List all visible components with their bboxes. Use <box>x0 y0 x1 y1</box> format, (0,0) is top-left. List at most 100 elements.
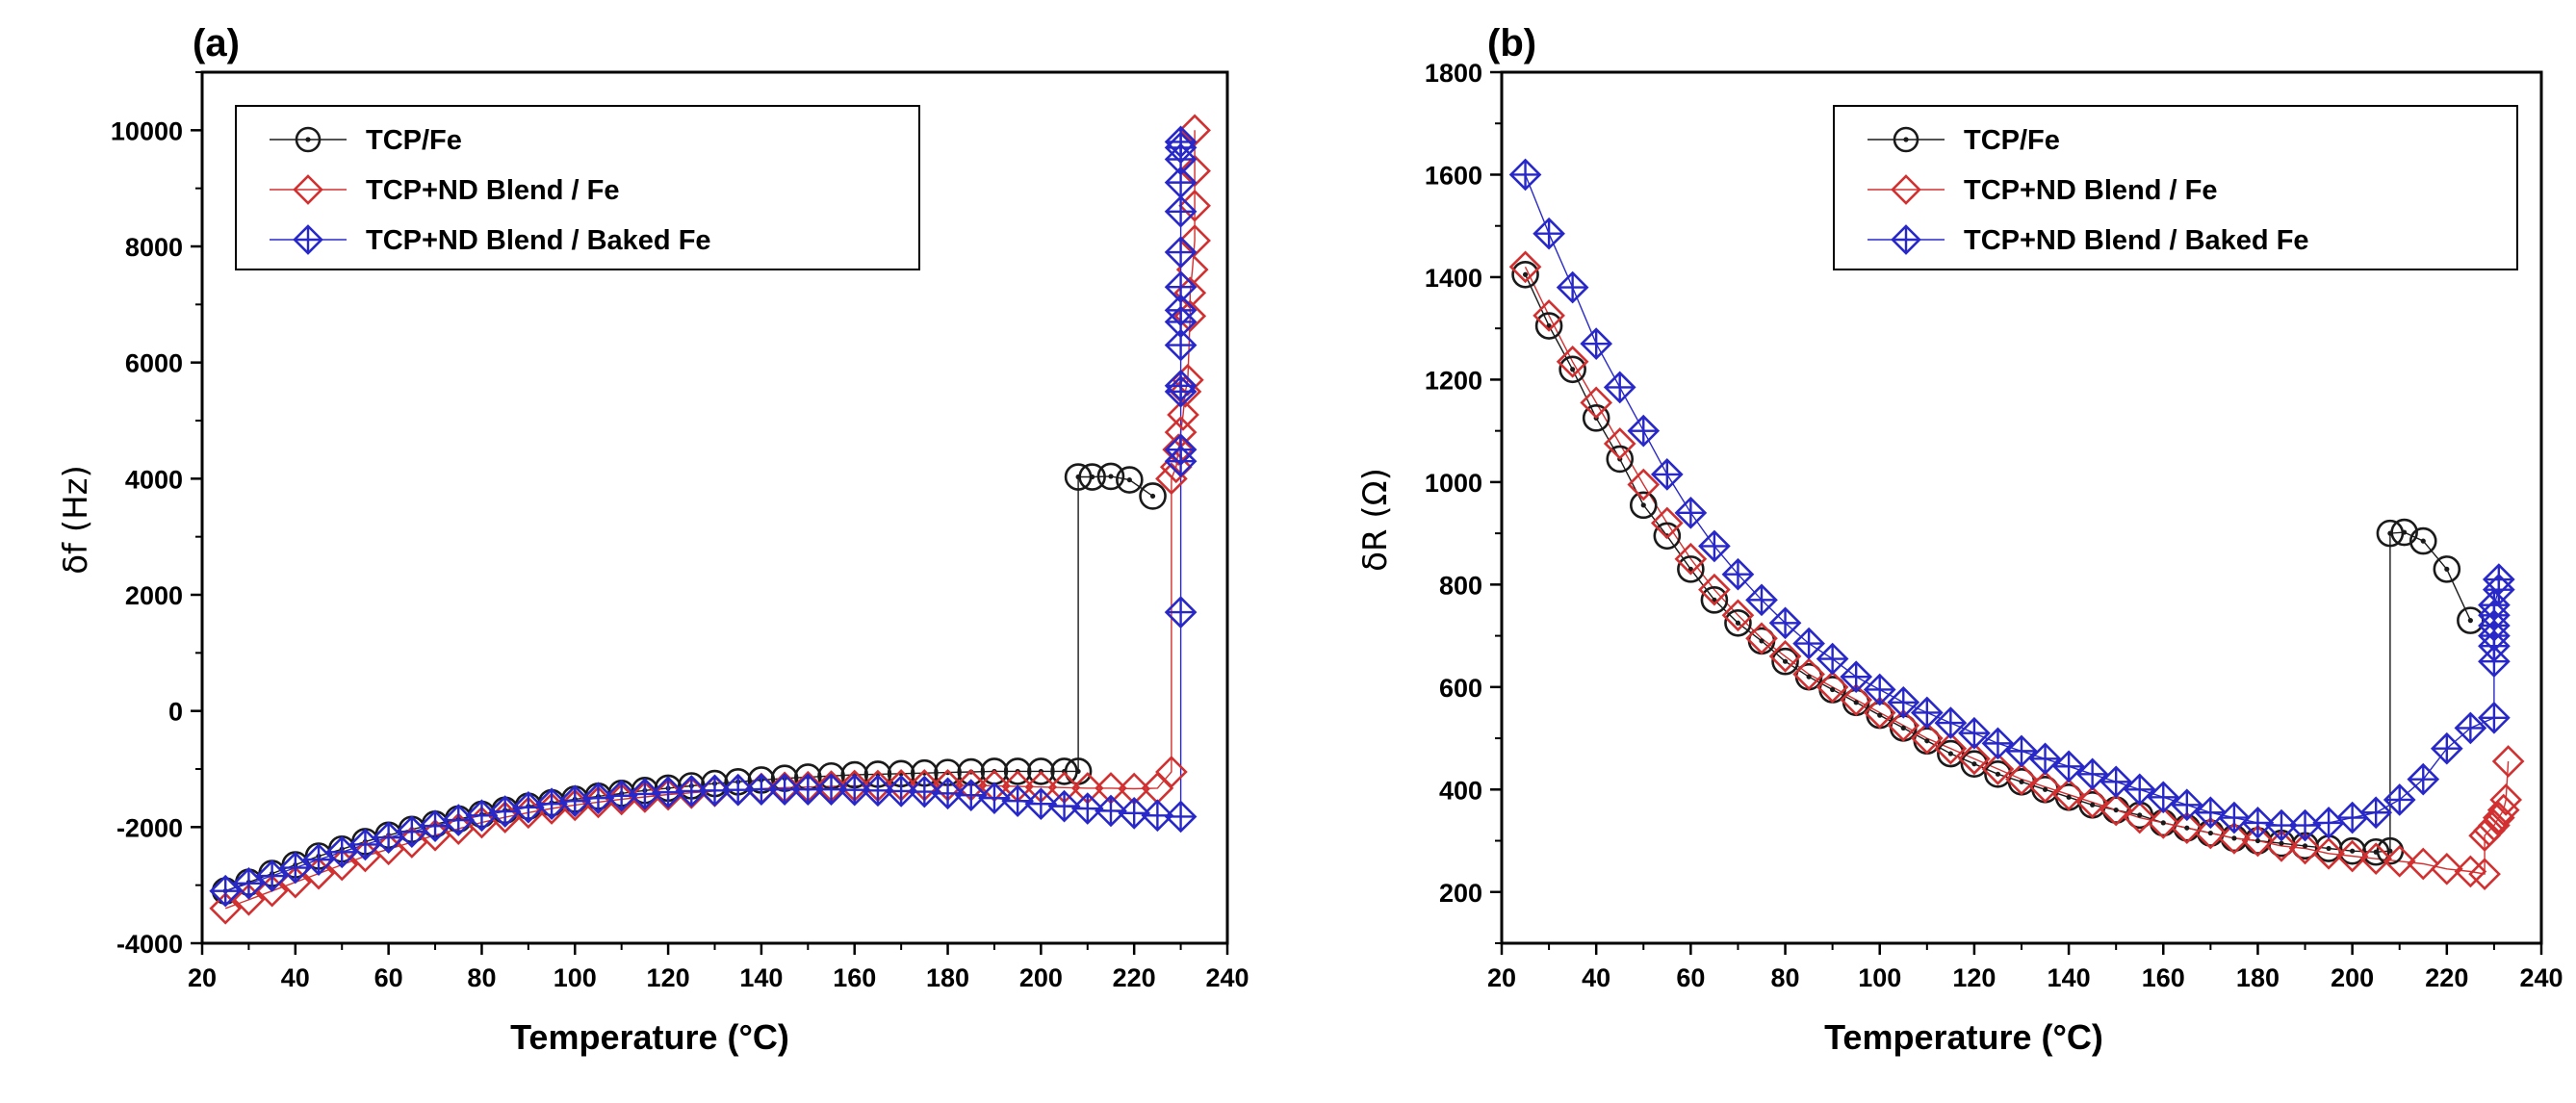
panel-b-legend-label-2: TCP+ND Blend / Fe <box>1964 175 2217 206</box>
panel-b-data-point-s2 <box>2005 762 2038 796</box>
panel-b-x-tick-label: 100 <box>1858 963 1901 992</box>
panel-b-x-tick-label: 160 <box>2142 963 2185 992</box>
panel-a-x-tick-label: 20 <box>188 963 217 992</box>
panel-b-data-point-s3 <box>1580 327 1613 360</box>
panel-b-data-point-s2 <box>2265 830 2298 862</box>
panel-a-legend-marker-3 <box>293 224 323 255</box>
panel-a-data-point-s2 <box>1162 433 1196 467</box>
panel-b-y-tick-label: 1800 <box>1425 59 1482 88</box>
panel-a-x-axis-title: Temperature (°C) <box>510 1017 789 1057</box>
panel-b-data-point-s2 <box>1556 345 1589 378</box>
panel-a-data-point-s2 <box>209 891 243 925</box>
panel-a-y-tick-label: 6000 <box>125 349 183 378</box>
panel-b-data-point-s2 <box>1910 722 1944 755</box>
panel-a-axis-ticks: 20 40 60 80 100 120 140 160 180 200 220 240 -4000 -20… <box>111 71 1249 992</box>
panel-b-data-point-s3 <box>1887 685 1920 719</box>
panel-b-x-tick-label: 120 <box>1952 963 1996 992</box>
panel-b-data-point-s3 <box>1816 642 1849 676</box>
panel-b-data-point-s2 <box>2407 847 2440 881</box>
panel-b-data-point-s2 <box>1533 299 1565 332</box>
panel-b-data-point-s2 <box>1698 573 1731 606</box>
panel-a-x-tick-label: 120 <box>647 963 690 992</box>
panel-b-legend-label-1: TCP/Fe <box>1964 125 2060 156</box>
panel-a-legend: TCP/Fe TCP+ND Blend / Fe TCP+ND Blend / Ba… <box>235 105 920 270</box>
panel-b-x-tick-label: 80 <box>1771 963 1800 992</box>
panel-b-data-point-s1 <box>1629 491 1658 520</box>
panel-b-data-point-s3 <box>2099 765 2133 799</box>
panel-a-legend-label-3: TCP+ND Blend / Baked Fe <box>366 225 711 256</box>
panel-a-data-point-s3 <box>232 867 266 900</box>
panel-b-data-point-s2 <box>2028 770 2062 804</box>
panel-b-data-point-s3 <box>1721 557 1755 591</box>
panel-b-legend-marker-2 <box>1891 174 1921 205</box>
panel-b-axis-ticks: 20 40 60 80 100 120 140 160 180 200 220 240 200 400 60… <box>1425 59 2563 992</box>
panel-b-data-point-s2 <box>2489 783 2523 816</box>
panel-a-data-point-s2 <box>1167 398 1199 431</box>
panel-a-x-tick-label: 100 <box>554 963 597 992</box>
panel-b-data-point-s2 <box>1792 657 1825 691</box>
panel-a-data-point-s3 <box>978 782 1011 815</box>
panel-a-data-point-s2 <box>1178 114 1211 147</box>
panel-b-data-point-s2 <box>2241 824 2275 858</box>
panel-b-data-point-s1 <box>2433 555 2461 583</box>
panel-b-x-tick-label: 40 <box>1582 963 1610 992</box>
panel-a-data-point-s3 <box>302 843 335 876</box>
panel-b-legend-label-3: TCP+ND Blend / Baked Fe <box>1964 225 2309 256</box>
panel-a-y-tick-label: 8000 <box>125 233 183 262</box>
panel-a-data-point-s2 <box>255 874 289 908</box>
panel-a-x-tick-label: 240 <box>1205 963 1249 992</box>
panel-b-data-point-s3 <box>2170 788 2203 822</box>
panel-a-y-tick-label: 0 <box>168 698 183 727</box>
panel-b-legend-box <box>1833 105 2518 270</box>
panel-a-legend-box <box>235 105 920 270</box>
panel-b-data-point-s1 <box>2409 526 2437 555</box>
panel-b-data-point-s3 <box>2123 773 2156 807</box>
panel-b-data-point-s3 <box>1934 706 1968 739</box>
panel-a-data-point-s3 <box>255 859 289 892</box>
panel-a-data-point-s3 <box>1164 433 1198 467</box>
panel-b-data-point-s2 <box>2478 808 2511 842</box>
panel-a-marks <box>209 114 1211 925</box>
panel-a-data-point-s3 <box>1164 800 1198 834</box>
panel-b-series-line-2 <box>1524 266 2510 875</box>
panel-b-data-point-s3 <box>2218 801 2251 834</box>
panel-a-data-point-s2 <box>1178 224 1211 257</box>
panel-b-legend-marker-1 <box>1893 126 1919 153</box>
panel-b-data-point-s2 <box>1745 622 1778 655</box>
panel-a-y-tick-label: 10000 <box>111 116 183 145</box>
panel-a-x-tick-label: 160 <box>833 963 876 992</box>
panel-b-data-point-s1 <box>1558 355 1586 384</box>
panel-b-data-point-s2 <box>1768 640 1802 673</box>
panel-b-x-tick-label: 200 <box>2331 963 2374 992</box>
panel-b-data-point-s2 <box>2099 793 2133 827</box>
panel-a-data-point-s1 <box>1096 462 1125 491</box>
panel-b-data-point-s2 <box>2075 785 2109 819</box>
panel-a-y-axis-title: δf (Hz) <box>57 465 95 575</box>
panel-b-data-point-s3 <box>2478 701 2511 734</box>
panel-b-data-point-s2 <box>2218 822 2251 855</box>
panel-b-data-point-s3 <box>1768 606 1802 640</box>
panel-b-y-tick-label: 400 <box>1439 776 1482 805</box>
panel-b-data-point-s3 <box>1650 458 1684 491</box>
panel-b-data-point-s2 <box>2430 852 2463 885</box>
panel-b-data-point-s3 <box>1840 660 1873 694</box>
panel-a-data-point-s1 <box>1139 482 1167 510</box>
chart-panel-b: (b) 20 40 60 80 100 120 140 160 180 200 220 240 200 4… <box>1356 22 2563 1057</box>
panel-b-y-tick-label: 600 <box>1439 674 1482 703</box>
panel-b-y-axis-title: δR (Ω) <box>1356 468 1395 572</box>
panel-a-data-point-s2 <box>232 883 266 916</box>
panel-b-y-tick-label: 800 <box>1439 571 1482 600</box>
panel-a-data-point-s2 <box>1155 756 1188 788</box>
panel-a-y-tick-label: -4000 <box>116 930 183 959</box>
panel-a-x-tick-label: 40 <box>281 963 310 992</box>
panel-b-data-point-s3 <box>2288 808 2322 842</box>
panel-b-data-point-s3 <box>1603 371 1636 404</box>
panel-b-data-point-s2 <box>2383 844 2416 878</box>
panel-a-x-tick-label: 80 <box>467 963 496 992</box>
panel-b-data-point-s2 <box>1981 753 2015 785</box>
panel-b-data-point-s3 <box>2383 783 2416 816</box>
panel-a-x-tick-label: 220 <box>1113 963 1156 992</box>
chart-panel-a: (a) 20 40 60 80 100 120 140 160 180 200 220 240 -400… <box>57 22 1249 1057</box>
panel-b-x-tick-label: 140 <box>2048 963 2091 992</box>
panel-b-data-point-s2 <box>1816 670 1849 704</box>
